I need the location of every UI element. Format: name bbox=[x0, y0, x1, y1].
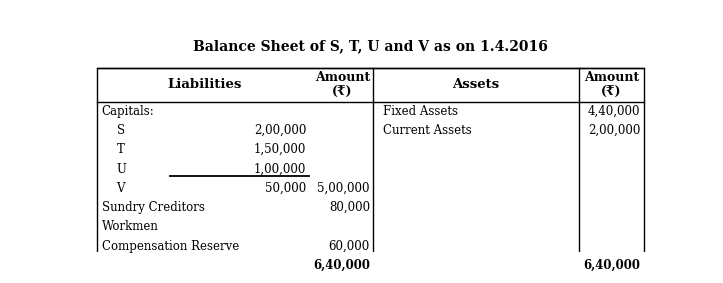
Text: U: U bbox=[101, 162, 127, 175]
Text: Current Assets: Current Assets bbox=[383, 124, 472, 137]
Text: S: S bbox=[101, 124, 124, 137]
Text: Amount
(₹): Amount (₹) bbox=[584, 71, 639, 98]
Text: Amount
(₹): Amount (₹) bbox=[315, 71, 370, 98]
Text: 1,00,000: 1,00,000 bbox=[254, 162, 306, 175]
Text: Workmen: Workmen bbox=[101, 220, 158, 233]
Text: 80,000: 80,000 bbox=[329, 201, 370, 214]
Text: Fixed Assets: Fixed Assets bbox=[383, 105, 458, 118]
Text: V: V bbox=[101, 182, 125, 195]
Text: Sundry Creditors: Sundry Creditors bbox=[101, 201, 205, 214]
Text: 4,40,000: 4,40,000 bbox=[588, 105, 641, 118]
Text: 2,00,000: 2,00,000 bbox=[589, 124, 641, 137]
Text: 60,000: 60,000 bbox=[329, 240, 370, 253]
Text: T: T bbox=[101, 143, 124, 156]
Text: Liabilities: Liabilities bbox=[167, 78, 241, 91]
Text: 50,000: 50,000 bbox=[265, 182, 306, 195]
Text: Balance Sheet of S, T, U and V as on 1.4.2016: Balance Sheet of S, T, U and V as on 1.4… bbox=[193, 39, 548, 53]
Text: 6,40,000: 6,40,000 bbox=[583, 259, 641, 272]
Text: Assets: Assets bbox=[453, 78, 500, 91]
Text: 6,40,000: 6,40,000 bbox=[313, 259, 370, 272]
Text: 2,00,000: 2,00,000 bbox=[254, 124, 306, 137]
Text: Compensation Reserve: Compensation Reserve bbox=[101, 240, 239, 253]
Text: Capitals:: Capitals: bbox=[101, 105, 154, 118]
Text: 1,50,000: 1,50,000 bbox=[254, 143, 306, 156]
Text: 5,00,000: 5,00,000 bbox=[317, 182, 370, 195]
